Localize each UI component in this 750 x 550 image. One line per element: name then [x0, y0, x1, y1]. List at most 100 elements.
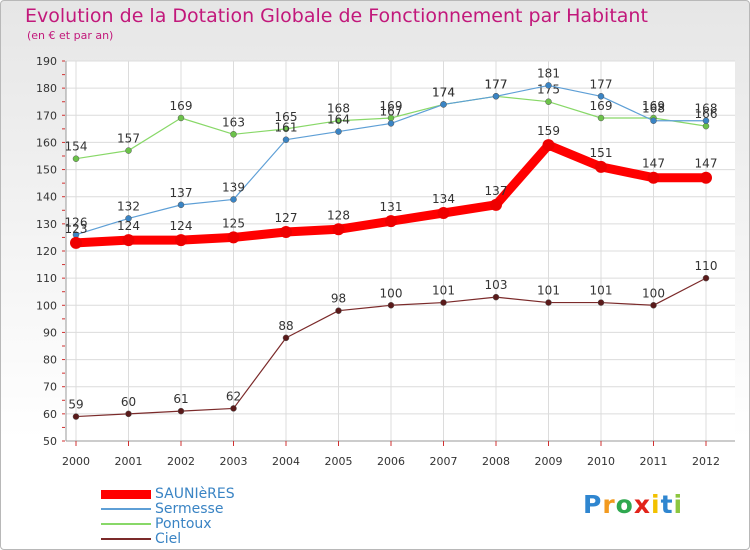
data-label-pontoux: 168	[327, 102, 350, 116]
logo-letter: P	[583, 490, 603, 519]
y-tick-label: 70	[43, 381, 57, 394]
x-tick-label: 2005	[325, 455, 353, 468]
data-point-sauni-res	[542, 139, 555, 152]
data-label-pontoux: 157	[117, 132, 140, 146]
legend-swatch	[101, 538, 151, 540]
data-point-sermesse	[597, 93, 605, 100]
data-label-sauni-res: 151	[590, 146, 613, 160]
data-point-sermesse	[282, 136, 290, 143]
data-label-sermesse: 181	[537, 66, 560, 80]
legend-label: Pontoux	[155, 516, 212, 532]
data-label-sauni-res: 124	[170, 219, 193, 233]
data-label-ciel: 101	[590, 284, 613, 298]
data-point-ciel	[335, 307, 342, 314]
data-label-sermesse: 168	[642, 102, 665, 116]
data-label-ciel: 88	[278, 319, 293, 333]
data-point-pontoux	[230, 131, 237, 138]
data-point-ciel	[177, 407, 185, 415]
y-tick-label: 150	[36, 164, 57, 177]
legend-label: Sermesse	[155, 501, 224, 517]
y-tick-label: 90	[43, 326, 57, 339]
data-point-sermesse	[545, 82, 552, 89]
x-tick-label: 2009	[535, 455, 563, 468]
data-point-sauni-res	[280, 226, 292, 238]
legend-item-ciel: Ciel	[101, 531, 181, 547]
y-tick-label: 190	[36, 55, 57, 68]
data-point-pontoux	[282, 125, 290, 133]
y-tick-label: 80	[43, 354, 57, 367]
data-label-sermesse: 137	[170, 186, 193, 200]
x-tick-label: 2006	[377, 455, 405, 468]
data-point-ciel	[72, 413, 80, 420]
legend-swatch	[101, 508, 151, 510]
data-label-ciel: 110	[695, 259, 718, 273]
data-point-sermesse	[125, 215, 132, 222]
data-point-ciel	[650, 302, 657, 309]
data-point-ciel	[440, 299, 447, 306]
data-point-pontoux	[702, 122, 710, 130]
data-point-pontoux	[177, 114, 185, 122]
data-point-pontoux	[597, 114, 605, 122]
data-point-sauni-res	[175, 234, 187, 247]
y-tick-label: 120	[36, 245, 57, 258]
data-point-ciel	[702, 274, 710, 282]
chart-title: Evolution de la Dotation Globale de Fonc…	[25, 5, 648, 27]
x-tick-label: 2008	[482, 455, 510, 468]
data-label-sauni-res: 137	[485, 184, 508, 198]
data-label-pontoux: 163	[222, 115, 245, 129]
data-label-ciel: 101	[537, 284, 560, 298]
data-label-sauni-res: 124	[117, 219, 140, 233]
y-tick-label: 180	[36, 82, 57, 95]
x-tick-label: 2007	[430, 455, 458, 468]
data-label-ciel: 59	[68, 398, 83, 412]
y-tick-label: 140	[36, 191, 57, 204]
data-label-ciel: 61	[173, 392, 188, 406]
data-point-sermesse	[492, 93, 500, 100]
data-label-pontoux: 169	[170, 99, 193, 113]
data-label-sauni-res: 159	[537, 124, 560, 138]
x-tick-label: 2010	[587, 455, 615, 468]
y-tick-label: 130	[36, 218, 57, 231]
y-tick-label: 100	[36, 299, 57, 312]
logo-letter: r	[602, 490, 616, 519]
data-label-pontoux: 166	[695, 107, 718, 121]
data-point-ciel	[597, 299, 605, 306]
x-tick-label: 2001	[115, 455, 143, 468]
data-label-sermesse: 177	[485, 77, 508, 91]
data-label-pontoux: 169	[642, 99, 665, 113]
legend-item-pontoux: Pontoux	[101, 516, 212, 532]
logo-letter: x	[633, 490, 651, 519]
legend-label: Ciel	[155, 531, 182, 547]
legend-item-sermesse: Sermesse	[101, 501, 223, 517]
data-point-sermesse	[702, 117, 710, 124]
data-point-sermesse	[177, 201, 185, 209]
data-point-pontoux	[335, 117, 342, 124]
y-tick-label: 60	[43, 408, 57, 421]
data-label-ciel: 100	[642, 286, 665, 300]
x-tick-label: 2003	[220, 455, 248, 468]
logo-letter: t	[660, 490, 674, 519]
y-tick-label: 110	[36, 272, 57, 285]
data-label-sermesse: 177	[590, 77, 613, 91]
data-point-ciel	[125, 410, 132, 418]
data-label-ciel: 103	[485, 278, 508, 292]
legend-item-saunieres: SAUNIèRES	[101, 486, 235, 502]
data-point-sermesse	[387, 120, 395, 127]
data-point-sauni-res	[700, 171, 712, 184]
data-label-pontoux: 177	[485, 77, 508, 91]
data-point-pontoux	[125, 147, 132, 154]
data-point-sauni-res	[647, 171, 660, 184]
legend-swatch	[101, 489, 151, 499]
y-tick-label: 170	[36, 109, 57, 122]
data-label-sauni-res: 131	[380, 200, 403, 214]
y-tick-label: 50	[43, 435, 57, 448]
data-label-pontoux: 165	[275, 110, 298, 124]
data-label-sauni-res: 123	[65, 222, 88, 236]
data-point-sauni-res	[437, 207, 450, 219]
data-point-ciel	[282, 334, 290, 342]
data-label-sermesse: 161	[275, 121, 298, 135]
data-label-sermesse: 168	[695, 102, 718, 116]
data-label-sermesse: 164	[327, 113, 350, 127]
data-label-ciel: 62	[226, 389, 241, 403]
